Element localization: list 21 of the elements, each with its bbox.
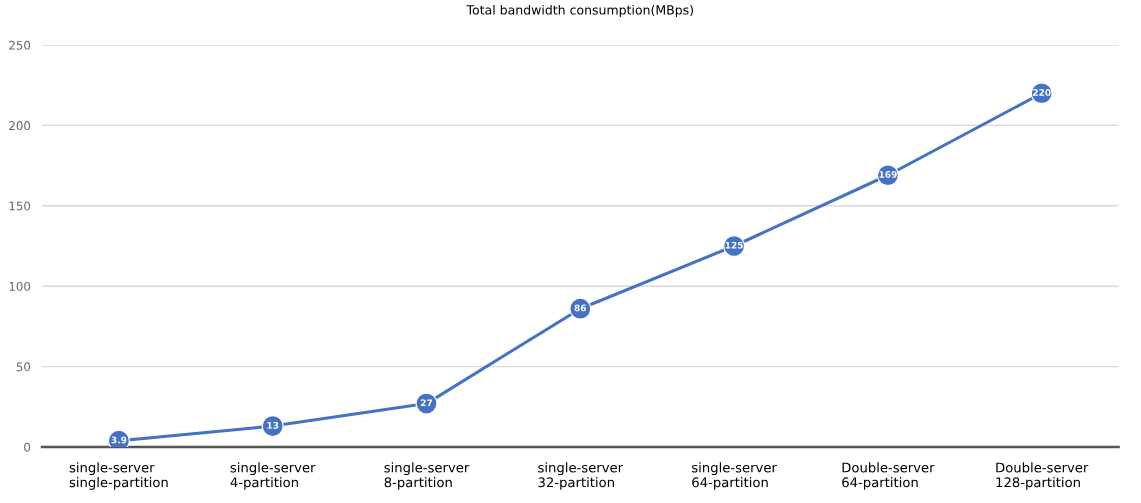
x-tick-label: single-server 8-partition (384, 462, 470, 490)
data-label: 27 (420, 399, 433, 407)
y-tick-label: 0 (24, 442, 31, 452)
x-tick-label: single-server 64-partition (692, 462, 777, 490)
data-label: 3.9 (111, 436, 127, 444)
data-label: 220 (1032, 89, 1051, 96)
y-tick-label: 250 (9, 40, 31, 50)
data-label: 125 (725, 241, 743, 249)
x-tick-label: single-server 32-partition (538, 462, 624, 490)
data-label: 169 (879, 171, 897, 178)
x-tick-label: Double-server 64-partition (842, 462, 935, 490)
x-tick-label: single-server 4-partition (230, 462, 316, 490)
chart-title: Total bandwidth consumption(MBps) (466, 4, 693, 18)
y-tick-label: 50 (16, 362, 31, 372)
y-tick-label: 150 (9, 201, 31, 211)
y-tick-label: 200 (9, 121, 31, 131)
x-tick-label: Double-server 128-partition (996, 462, 1089, 490)
y-tick-label: 100 (9, 281, 31, 291)
data-label: 13 (267, 421, 279, 429)
data-label: 86 (574, 304, 587, 312)
x-tick-label: single-server single-partition (69, 462, 168, 490)
